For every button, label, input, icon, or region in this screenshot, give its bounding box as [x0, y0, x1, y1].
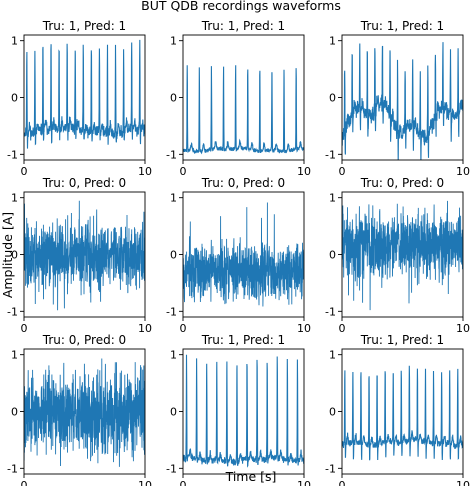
x-tick-label: 10	[456, 165, 470, 178]
y-tick-label: -1	[7, 305, 18, 318]
subplot-title: Tru: 1, Pred: 1	[360, 333, 444, 347]
waveform-line	[24, 358, 145, 467]
y-tick-label: 1	[11, 35, 18, 48]
waveform-line	[183, 65, 304, 155]
y-tick-label: 1	[11, 192, 18, 205]
x-tick-label: 0	[21, 479, 28, 486]
y-tick-label: 1	[170, 35, 177, 48]
subplot-title: Tru: 0, Pred: 0	[42, 333, 126, 347]
x-tick-label: 0	[180, 322, 187, 335]
y-tick-label: -1	[325, 462, 336, 475]
waveform-line	[24, 39, 145, 149]
y-tick-label: -1	[7, 462, 18, 475]
x-tick-label: 0	[339, 479, 346, 486]
y-tick-label: -1	[7, 148, 18, 161]
x-tick-label: 10	[138, 479, 152, 486]
y-tick-label: -1	[166, 305, 177, 318]
x-tick-label: 0	[21, 165, 28, 178]
y-tick-label: -1	[325, 148, 336, 161]
x-tick-label: 10	[297, 322, 311, 335]
subplot-title: Tru: 1, Pred: 1	[201, 19, 285, 33]
waveform-line	[342, 200, 463, 311]
axes-frame	[182, 34, 305, 161]
x-tick-label: 0	[180, 479, 187, 486]
y-tick-label: 0	[11, 406, 18, 419]
y-tick-label: -1	[325, 305, 336, 318]
subplot-title: Tru: 1, Pred: 1	[360, 19, 444, 33]
subplot-title: Tru: 0, Pred: 0	[360, 176, 444, 190]
waveform-line	[183, 354, 304, 468]
x-tick-label: 10	[456, 479, 470, 486]
subplot-title: Tru: 1, Pred: 1	[201, 333, 285, 347]
y-tick-label: 0	[11, 249, 18, 262]
waveform-line	[342, 42, 463, 160]
y-tick-label: -1	[166, 148, 177, 161]
y-tick-label: 1	[329, 35, 336, 48]
x-axis-label: Time [s]	[225, 469, 277, 484]
y-tick-label: 1	[11, 349, 18, 362]
x-tick-label: 0	[339, 322, 346, 335]
x-tick-label: 10	[138, 165, 152, 178]
figure-title: BUT QDB recordings waveforms	[141, 0, 341, 13]
y-tick-label: 0	[11, 92, 18, 105]
y-tick-label: 0	[170, 249, 177, 262]
waveform-line	[24, 200, 145, 311]
x-tick-label: 0	[180, 165, 187, 178]
y-tick-label: 1	[329, 192, 336, 205]
waveform-line	[183, 202, 304, 307]
x-tick-label: 0	[21, 322, 28, 335]
subplot-title: Tru: 0, Pred: 0	[42, 176, 126, 190]
x-tick-label: 10	[297, 165, 311, 178]
subplot-title: Tru: 0, Pred: 0	[201, 176, 285, 190]
x-tick-label: 10	[456, 322, 470, 335]
x-tick-label: 0	[339, 165, 346, 178]
y-tick-label: 0	[170, 406, 177, 419]
y-tick-label: 1	[329, 349, 336, 362]
y-tick-label: -1	[166, 462, 177, 475]
y-tick-label: 0	[329, 92, 336, 105]
y-tick-label: 0	[329, 406, 336, 419]
subplot-title: Tru: 1, Pred: 1	[42, 19, 126, 33]
y-tick-label: 0	[329, 249, 336, 262]
x-tick-label: 10	[138, 322, 152, 335]
y-axis-label: Amplitude [A]	[0, 212, 15, 298]
y-tick-label: 1	[170, 349, 177, 362]
y-tick-label: 0	[170, 92, 177, 105]
waveform-line	[342, 365, 463, 461]
x-tick-label: 10	[297, 479, 311, 486]
y-tick-label: 1	[170, 192, 177, 205]
